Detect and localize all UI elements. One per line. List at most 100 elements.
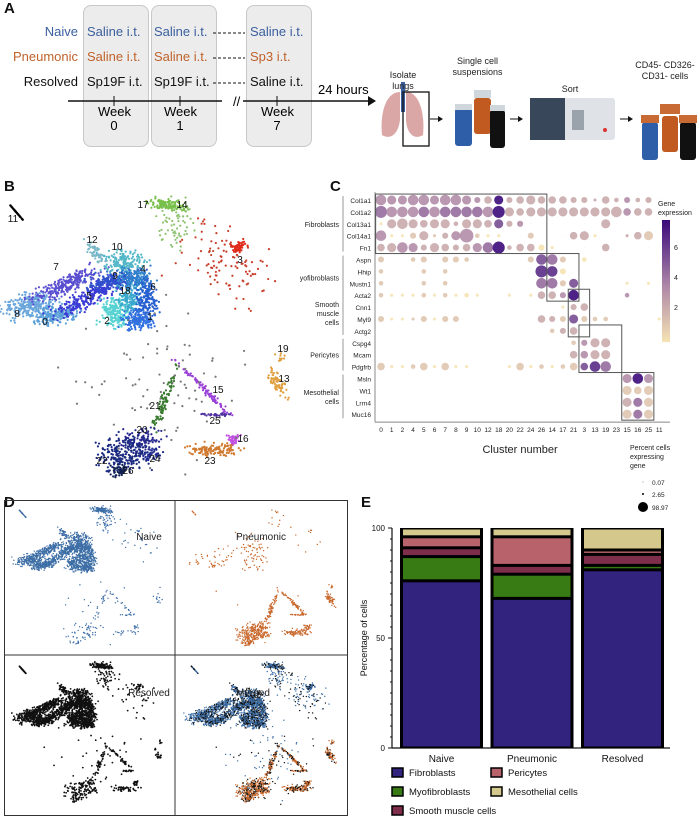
umap-point-14 <box>181 203 185 206</box>
umap-point-15 <box>201 383 204 386</box>
umap-point <box>29 556 32 558</box>
dot-Aspn-24 <box>527 256 534 263</box>
umap-point-8 <box>26 311 30 314</box>
umap-point-12 <box>86 250 89 254</box>
umap-point-3 <box>233 256 236 259</box>
umap-point-20 <box>122 428 125 431</box>
umap-point-3 <box>250 261 254 264</box>
umap-point <box>55 561 57 563</box>
umap-point-23 <box>212 448 216 451</box>
dot-Col13a1-22 <box>517 220 524 227</box>
umap-point-8 <box>7 300 10 304</box>
dot-Fn1-10 <box>472 243 482 253</box>
dot-Cspg4-7 <box>444 342 446 344</box>
dot-Aspn-4 <box>410 257 416 262</box>
dot-Col13a1-11 <box>658 223 660 225</box>
umap-point-0 <box>59 318 62 321</box>
cluster-tick: 11 <box>656 427 663 434</box>
cluster-label-10: 10 <box>111 242 123 253</box>
x-axis-title: Cluster number <box>482 444 558 456</box>
dot-Actg2-10 <box>476 330 478 332</box>
umap-point-5 <box>82 301 85 304</box>
umap-point-8 <box>35 302 38 305</box>
gene-label: Acta2 <box>354 293 371 300</box>
umap-point-12 <box>94 257 97 260</box>
umap-point-3 <box>235 297 238 300</box>
umap-point-8 <box>32 308 35 311</box>
umap-point-12 <box>94 248 97 251</box>
umap-point-8 <box>25 310 28 313</box>
umap-point-22 <box>130 463 133 466</box>
dot-Cspg4-12 <box>487 342 489 344</box>
umap-point-2 <box>106 312 109 315</box>
umap-point-22 <box>94 441 97 444</box>
umap-point-24 <box>148 456 151 459</box>
umap-point-8 <box>14 298 17 301</box>
umap-point-6 <box>138 293 141 296</box>
dot-Col1a1-25 <box>645 196 652 204</box>
dot-Wt1-23 <box>615 389 617 391</box>
dot-Col1a1-11 <box>658 199 660 201</box>
umap-point-sc <box>187 312 190 315</box>
dot-Lrrn4-21 <box>573 401 575 403</box>
umap-point-20 <box>124 435 127 438</box>
umap-point-14 <box>177 199 180 202</box>
umap-point-16 <box>225 434 228 437</box>
umap-point-22 <box>135 462 138 465</box>
umap-point-17 <box>178 234 181 237</box>
dot-Myl9-21 <box>569 314 579 324</box>
dot-Myl9-19 <box>603 316 608 322</box>
panel-label-a: A <box>4 0 15 17</box>
umap-point-7 <box>57 283 60 287</box>
umap-point-sc <box>165 324 168 328</box>
umap-point-1 <box>147 325 150 328</box>
dot-Cnn1-18 <box>498 306 500 308</box>
umap-point-4 <box>139 278 142 281</box>
dot-Cnn1-3 <box>580 303 589 311</box>
umap-point-21 <box>160 411 163 414</box>
dot-Aspn-23 <box>615 259 617 260</box>
umap-point <box>37 560 40 562</box>
dot-Acta2-6 <box>432 293 437 297</box>
umap-point-23 <box>207 447 210 451</box>
dot-Col1a2-18 <box>492 205 505 218</box>
umap-point-5 <box>80 294 83 297</box>
umap-point-14 <box>161 202 165 205</box>
umap-point-10 <box>105 255 108 258</box>
umap-point-10 <box>121 254 124 257</box>
dot-Col13a1-10 <box>472 219 482 229</box>
umap-point-sc <box>183 343 186 346</box>
dot-Acta2-16 <box>637 294 639 296</box>
umap-point-8 <box>0 304 1 307</box>
dot-Hhip-22 <box>519 270 521 272</box>
step-sort: Sort <box>561 84 579 94</box>
dot-Wt1-12 <box>487 389 489 391</box>
umap-point-5 <box>42 312 45 315</box>
umap-point-17 <box>183 233 186 236</box>
umap-point-16 <box>228 436 231 439</box>
umap-point-0 <box>45 321 48 324</box>
dot-Muc16-13 <box>594 413 596 415</box>
cluster-tick: 22 <box>516 427 524 434</box>
dot-Acta2-21 <box>568 289 579 301</box>
dot-Wt1-3 <box>583 389 585 391</box>
umap-point-sc <box>184 473 187 476</box>
dot-Cnn1-12 <box>487 306 489 308</box>
umap-point-22 <box>131 443 135 446</box>
dot-Actg2-18 <box>498 330 500 332</box>
umap-point-8 <box>28 292 31 295</box>
umap-point-4 <box>125 284 128 287</box>
umap-point-6 <box>150 287 153 290</box>
dot-Col1a2-3 <box>579 207 589 217</box>
cluster-tick: 2 <box>401 427 405 434</box>
umap-point-2 <box>106 315 109 318</box>
umap-point-22 <box>105 470 108 473</box>
umap-point-0 <box>41 307 45 310</box>
umap-point-4 <box>141 271 144 274</box>
umap-point-12 <box>96 247 99 250</box>
umap-point-10 <box>120 248 123 251</box>
dot-Col1a1-18 <box>494 195 504 205</box>
umap-point-8 <box>7 304 10 307</box>
umap-point-14 <box>147 202 150 205</box>
dot-Wt1-11 <box>658 389 660 391</box>
